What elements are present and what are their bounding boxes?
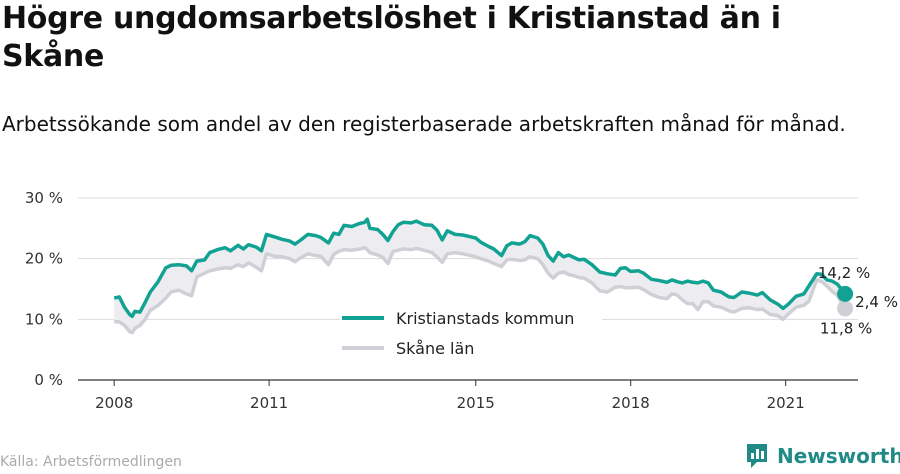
end-point-kristianstads-kommun <box>837 285 854 302</box>
brand-name: Newsworthy <box>777 444 900 468</box>
end-label-kristianstads-kommun: 14,2 % <box>818 264 870 282</box>
x-axis-ticks: 2008 2011 2015 2018 2021 <box>95 380 805 412</box>
chart-subtitle: Arbetssökande som andel av den registerb… <box>2 112 846 136</box>
end-point-skane-lan <box>837 300 854 317</box>
legend-label-skane-lan: Skåne län <box>396 339 474 358</box>
y-tick-label: 10 % <box>25 310 63 328</box>
gap-area <box>114 219 846 333</box>
end-label-skane-lan: 11,8 % <box>820 319 872 337</box>
x-tick-label: 2018 <box>612 394 650 412</box>
y-tick-label: 0 % <box>34 371 63 389</box>
x-tick-label: 2011 <box>250 394 288 412</box>
legend: Kristianstads kommun Skåne län <box>340 308 602 366</box>
difference-label: 2,4 % <box>855 293 898 311</box>
y-axis-ticks: 0 % 10 % 20 % 30 % <box>25 189 63 389</box>
chart-title: Högre ungdomsarbetslöshet i Kristianstad… <box>2 1 781 74</box>
brand-logo: Newsworthy <box>745 440 900 472</box>
newsworthy-logo-icon <box>747 444 767 468</box>
x-tick-label: 2008 <box>95 394 133 412</box>
series-line-kristianstads-kommun <box>113 217 847 319</box>
series-line-skane-lan <box>114 245 847 335</box>
x-tick-label: 2015 <box>457 394 495 412</box>
x-tick-label: 2021 <box>767 394 805 412</box>
source-note: Källa: Arbetsförmedlingen <box>0 454 182 470</box>
y-tick-label: 20 % <box>25 250 63 268</box>
y-tick-label: 30 % <box>25 189 63 207</box>
legend-label-kristianstads-kommun: Kristianstads kommun <box>396 309 574 328</box>
